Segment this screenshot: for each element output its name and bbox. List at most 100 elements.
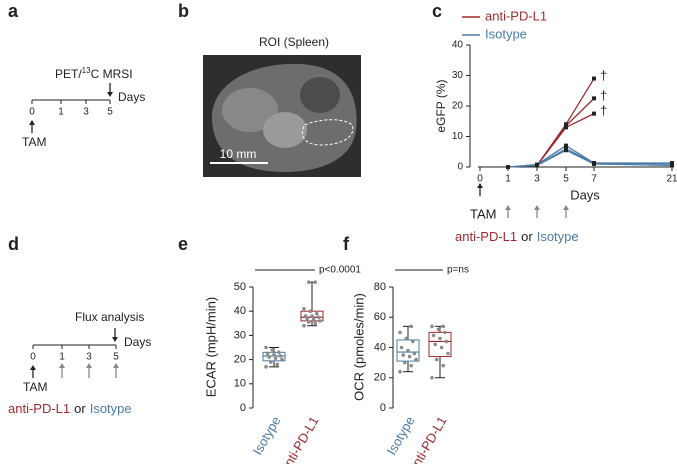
- timeline-tick-label: 3: [83, 107, 89, 118]
- x-tick-label: 7: [591, 174, 597, 185]
- arrow-head: [30, 365, 36, 370]
- y-tick-label: 20: [452, 101, 464, 112]
- data-point: [313, 280, 318, 284]
- legend-label: anti-PD-L1: [485, 8, 547, 23]
- arrow-head: [534, 205, 540, 210]
- y-tick-label: 50: [234, 281, 246, 293]
- organ: [263, 112, 307, 148]
- y-tick-label: 0: [457, 162, 463, 173]
- data-point: [302, 323, 306, 328]
- data-point: [404, 336, 409, 341]
- data-point: [270, 348, 275, 352]
- panel-label: c: [432, 1, 442, 21]
- significance-label: p=ns: [447, 265, 469, 276]
- data-point: [441, 324, 446, 329]
- image-title: ROI (Spleen): [259, 35, 329, 49]
- timeline-tick-label: 5: [113, 352, 119, 363]
- data-point: [592, 76, 596, 81]
- data-point: [307, 320, 311, 324]
- data-point: [399, 345, 404, 350]
- timeline-axis-label: Days: [118, 90, 145, 104]
- data-point: [535, 163, 539, 168]
- data-point: [414, 357, 418, 362]
- data-point: [403, 360, 407, 365]
- roi-outline: [301, 119, 354, 146]
- y-tick-label: 10: [234, 378, 246, 390]
- data-point: [311, 317, 316, 322]
- x-axis-label: Days: [570, 187, 600, 202]
- data-point: [441, 363, 446, 368]
- treatment-part: Isotype: [90, 401, 132, 416]
- y-tick-label: 30: [234, 329, 246, 341]
- data-point: [431, 333, 436, 338]
- x-tick-label: Isotype: [384, 414, 418, 458]
- arrow-head: [477, 183, 483, 188]
- panel-label: d: [8, 234, 19, 254]
- treatment-part: or: [74, 401, 86, 416]
- label-sup: 13: [82, 66, 91, 75]
- x-tick-label: 3: [534, 174, 540, 185]
- box: [428, 331, 452, 358]
- death-mark: †: [600, 68, 607, 83]
- data-point: [436, 327, 441, 332]
- organ: [222, 88, 278, 132]
- y-tick-label: 10: [452, 131, 464, 142]
- data-point: [278, 354, 283, 358]
- treatment-part: or: [521, 229, 533, 244]
- timeline-axis-label: Days: [124, 335, 151, 349]
- data-point: [265, 351, 270, 356]
- timeline-tick-label: 1: [59, 352, 65, 363]
- death-mark: †: [600, 103, 607, 118]
- data-point: [275, 362, 280, 367]
- treatment-label: anti-PD-L1 or Isotype: [8, 401, 132, 416]
- x-tick-label: 21: [666, 174, 677, 185]
- x-tick-label: 5: [563, 174, 569, 185]
- arrow-head: [29, 120, 35, 125]
- series-line: [507, 78, 595, 168]
- data-point: [412, 351, 417, 356]
- start-label: TAM: [23, 380, 47, 394]
- data-point: [670, 161, 674, 166]
- timeline-tick-label: 0: [29, 107, 35, 118]
- timeline-tick-label: 5: [107, 107, 113, 118]
- timeline-tick-label: 0: [30, 352, 36, 363]
- data-point: [409, 324, 414, 329]
- treatment-label: anti-PD-L1 or Isotype: [455, 229, 579, 244]
- panel-label: b: [178, 1, 189, 21]
- y-axis-label: eGFP (%): [434, 79, 448, 132]
- data-point: [280, 357, 284, 362]
- data-point: [430, 324, 434, 329]
- arrow-head: [505, 205, 511, 210]
- data-point: [272, 352, 276, 357]
- data-point: [398, 369, 402, 374]
- data-point: [269, 360, 273, 364]
- treatment-part: Isotype: [537, 229, 579, 244]
- data-point: [264, 365, 268, 369]
- box: [262, 351, 286, 362]
- y-tick-label: 20: [234, 354, 246, 366]
- data-point: [446, 351, 450, 356]
- y-tick-label: 40: [374, 341, 386, 353]
- panel-label: f: [343, 234, 350, 254]
- start-label: TAM: [22, 135, 46, 149]
- data-point: [444, 339, 449, 344]
- data-point: [592, 96, 596, 101]
- data-point: [409, 363, 414, 368]
- data-point: [592, 111, 596, 116]
- organ: [300, 77, 340, 113]
- data-point: [303, 314, 308, 318]
- data-point: [407, 354, 412, 359]
- label: PET/: [55, 67, 82, 81]
- series-line: [507, 113, 595, 168]
- x-tick-label: anti-PD-L1: [278, 414, 322, 464]
- data-point: [310, 314, 314, 318]
- data-point: [316, 315, 321, 320]
- arrow-head: [59, 363, 65, 368]
- data-point: [430, 375, 434, 380]
- start-label: TAM: [470, 206, 496, 221]
- data-point: [277, 350, 281, 355]
- arrow-head: [107, 92, 113, 97]
- data-point: [313, 321, 318, 326]
- y-axis-label: OCR (pmoles/min): [351, 293, 366, 401]
- data-point: [315, 311, 319, 316]
